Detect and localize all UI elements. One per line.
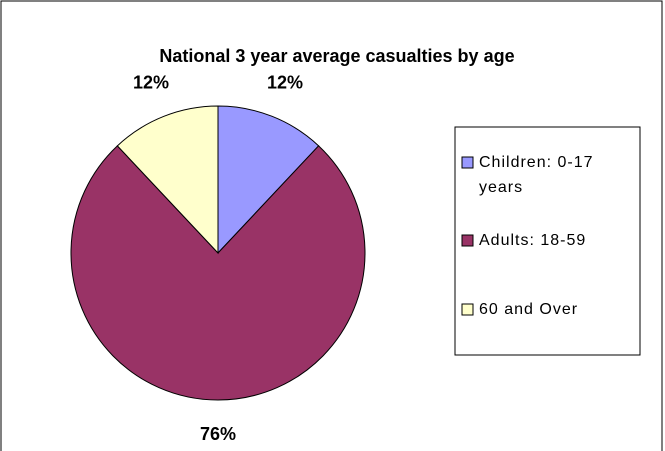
legend-swatch xyxy=(461,234,474,247)
data-label: 12% xyxy=(133,73,169,93)
data-label: 12% xyxy=(267,73,303,93)
pie-slice xyxy=(217,105,320,255)
legend-label-box: 60 and Over xyxy=(479,301,579,318)
legend-box xyxy=(454,126,641,356)
legend-label-box: Children: 0-17 years xyxy=(479,154,594,196)
legend-label: 60 and Over xyxy=(479,301,579,318)
data-label: 76% xyxy=(200,424,236,444)
legend-label: Adults: 18-59 xyxy=(479,232,587,249)
legend-swatch xyxy=(461,156,474,169)
legend-label-box: Adults: 18-59 xyxy=(479,232,587,249)
legend-label: Children: 0-17 years xyxy=(479,154,594,196)
legend-swatch xyxy=(461,303,474,316)
pie-slice xyxy=(70,145,366,401)
chart-title: National 3 year average casualties by ag… xyxy=(159,46,514,66)
pie-slice xyxy=(116,105,219,255)
